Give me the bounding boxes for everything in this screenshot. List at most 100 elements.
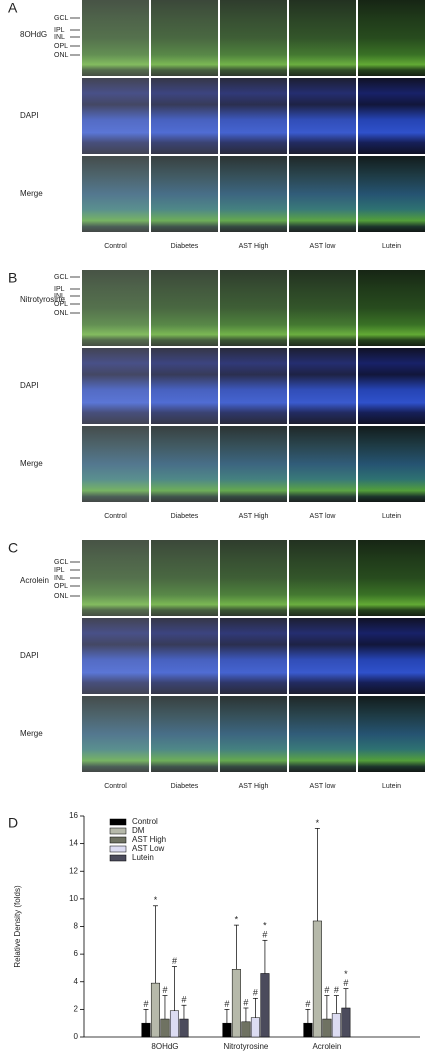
layer-label: ONL [54,52,69,59]
x-tick-label: Nitrotyrosine [223,1042,268,1051]
bar [322,1018,332,1038]
bar [260,973,270,1038]
layer-label: INL [54,575,65,582]
column-label: AST High [239,513,269,520]
micrograph [82,540,149,616]
legend-label: AST Low [132,844,165,853]
micrograph [358,540,425,616]
micrograph [289,426,356,502]
legend-label: Lutein [132,853,154,862]
micrograph [358,696,425,772]
micrograph [289,0,356,76]
y-tick-label: 0 [74,1032,79,1041]
micrograph [358,78,425,154]
legend-swatch [109,818,127,826]
micrograph [289,78,356,154]
micrograph [358,0,425,76]
row-label: DAPI [20,651,39,660]
row-label: Merge [20,729,43,738]
micrograph [82,270,149,346]
y-tick-label: 16 [69,811,78,820]
significance-mark: * [154,895,158,905]
layer-label: OPL [54,301,68,308]
significance-mark: # [143,999,148,1009]
micrograph [82,0,149,76]
bar [141,1022,151,1038]
y-tick-label: 4 [74,977,79,986]
y-tick-label: 8 [74,922,79,931]
layer-label: IPL [54,567,65,574]
row-label: Merge [20,459,43,468]
row-label: DAPI [20,111,39,120]
column-label: Lutein [382,243,401,250]
panel-letter: C [8,540,18,556]
significance-mark: # [262,930,267,940]
bar [341,1007,351,1038]
micrograph [220,618,287,694]
significance-mark: # [181,995,186,1005]
bar [312,920,322,1038]
bar [160,1018,170,1038]
y-tick-label: 10 [69,894,78,903]
micrograph [289,540,356,616]
column-label: AST low [310,783,337,790]
column-label: AST low [310,513,337,520]
significance-mark: * [235,914,239,924]
micrograph [358,156,425,232]
legend-label: DM [132,826,145,835]
significance-mark: * [263,921,267,931]
bar [331,1013,341,1038]
micrograph [151,618,218,694]
micrograph [82,348,149,424]
row-label: Acrolein [20,576,49,585]
column-label: Diabetes [171,513,199,520]
significance-mark: # [324,985,329,995]
micrograph [220,696,287,772]
micrograph [220,270,287,346]
micrograph [82,696,149,772]
column-label: Diabetes [171,783,199,790]
micrograph [151,270,218,346]
significance-mark: # [224,999,229,1009]
column-label: Control [104,513,127,520]
micrograph [82,426,149,502]
legend-swatch [109,836,127,844]
layer-label: INL [54,34,65,41]
bar [241,1021,251,1038]
layer-label: GCL [54,559,69,566]
micrograph [151,156,218,232]
bar [179,1018,189,1038]
x-tick-label: Acrolein [312,1042,341,1051]
micrograph [151,696,218,772]
bar [150,982,160,1038]
significance-mark: * [316,818,320,828]
row-label: Merge [20,189,43,198]
y-tick-label: 12 [69,866,78,875]
micrograph [220,426,287,502]
layer-label: OPL [54,43,68,50]
significance-mark: # [334,985,339,995]
bar [250,1017,260,1038]
micrograph [220,348,287,424]
micrograph [289,696,356,772]
column-label: AST High [239,243,269,250]
micrograph [151,78,218,154]
column-label: Diabetes [171,243,199,250]
micrograph [289,618,356,694]
y-tick-label: 6 [74,949,79,958]
micrograph [82,618,149,694]
panel-letter: A [8,0,18,16]
column-label: AST High [239,783,269,790]
micrograph [220,540,287,616]
y-tick-label: 14 [69,839,78,848]
column-label: Lutein [382,513,401,520]
micrograph [151,348,218,424]
legend-label: Control [132,817,158,826]
significance-mark: # [162,985,167,995]
significance-mark: * [344,969,348,979]
micrograph [220,0,287,76]
y-axis-label: Relative Density (folds) [13,885,22,968]
layer-label: ONL [54,310,69,317]
layer-label: IPL [54,27,65,34]
